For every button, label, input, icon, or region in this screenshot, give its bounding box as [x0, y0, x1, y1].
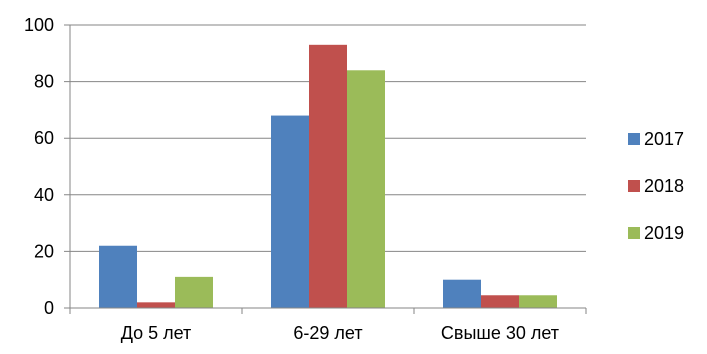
y-tick-label: 0 [44, 298, 54, 318]
y-tick-labels: 0 20 40 60 80 100 [24, 15, 54, 318]
y-tick-label: 80 [34, 72, 54, 92]
legend-label-2019: 2019 [644, 223, 684, 243]
legend-swatch-2017 [628, 133, 640, 145]
legend-label-2018: 2018 [644, 176, 684, 196]
y-tick-label: 40 [34, 185, 54, 205]
y-tick-label: 20 [34, 241, 54, 261]
x-category-label: До 5 лет [121, 323, 192, 343]
bar-2019 [347, 70, 385, 308]
x-category-label: Свыше 30 лет [441, 323, 559, 343]
x-category-label: 6-29 лет [293, 323, 362, 343]
bar-2019 [175, 276, 213, 308]
legend-swatch-2018 [628, 180, 640, 192]
bar-2018 [481, 295, 519, 308]
bar-2017 [99, 245, 137, 308]
bars [99, 44, 557, 309]
bar-2017 [271, 115, 309, 308]
y-tick-label: 100 [24, 15, 54, 35]
bar-2017 [443, 279, 481, 308]
x-axis [64, 25, 587, 314]
legend-label-2017: 2017 [644, 129, 684, 149]
x-tick-labels: До 5 лет 6-29 лет Свыше 30 лет [121, 323, 559, 343]
legend-swatch-2019 [628, 227, 640, 239]
bar-2019 [519, 295, 557, 308]
legend: 2017 2018 2019 [628, 129, 684, 243]
y-tick-label: 60 [34, 128, 54, 148]
bar-2018 [309, 44, 347, 309]
bar-2018 [137, 302, 175, 308]
